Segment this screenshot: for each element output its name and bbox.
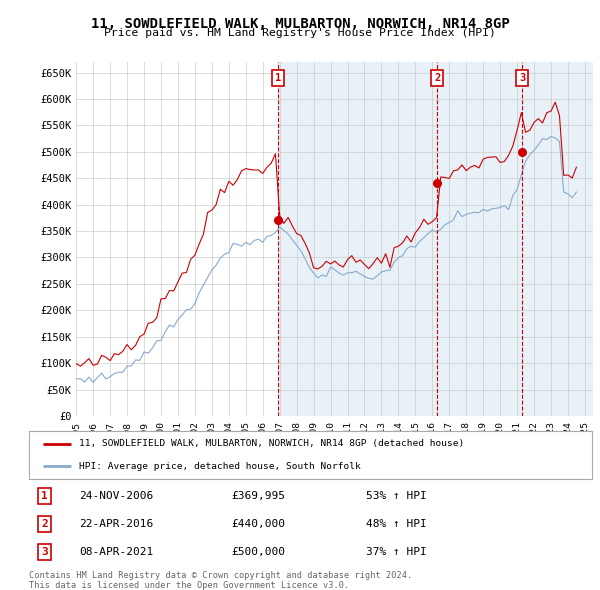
Text: 1: 1 [275,73,281,83]
Text: 2: 2 [434,73,440,83]
Text: 2: 2 [41,519,48,529]
Text: Price paid vs. HM Land Registry's House Price Index (HPI): Price paid vs. HM Land Registry's House … [104,28,496,38]
Text: 53% ↑ HPI: 53% ↑ HPI [367,491,427,501]
Text: 11, SOWDLEFIELD WALK, MULBARTON, NORWICH, NR14 8GP (detached house): 11, SOWDLEFIELD WALK, MULBARTON, NORWICH… [79,440,465,448]
Text: 11, SOWDLEFIELD WALK, MULBARTON, NORWICH, NR14 8GP: 11, SOWDLEFIELD WALK, MULBARTON, NORWICH… [91,17,509,31]
Text: HPI: Average price, detached house, South Norfolk: HPI: Average price, detached house, Sout… [79,461,361,470]
Text: 48% ↑ HPI: 48% ↑ HPI [367,519,427,529]
Text: This data is licensed under the Open Government Licence v3.0.: This data is licensed under the Open Gov… [29,581,349,589]
Text: 3: 3 [41,547,48,557]
Text: Contains HM Land Registry data © Crown copyright and database right 2024.: Contains HM Land Registry data © Crown c… [29,571,412,579]
Text: 1: 1 [41,491,48,501]
Text: £369,995: £369,995 [232,491,286,501]
Text: 3: 3 [519,73,526,83]
Text: 24-NOV-2006: 24-NOV-2006 [79,491,154,501]
Text: 08-APR-2021: 08-APR-2021 [79,547,154,557]
Text: 22-APR-2016: 22-APR-2016 [79,519,154,529]
Text: £500,000: £500,000 [232,547,286,557]
Text: £440,000: £440,000 [232,519,286,529]
Text: 37% ↑ HPI: 37% ↑ HPI [367,547,427,557]
Bar [278,62,593,416]
